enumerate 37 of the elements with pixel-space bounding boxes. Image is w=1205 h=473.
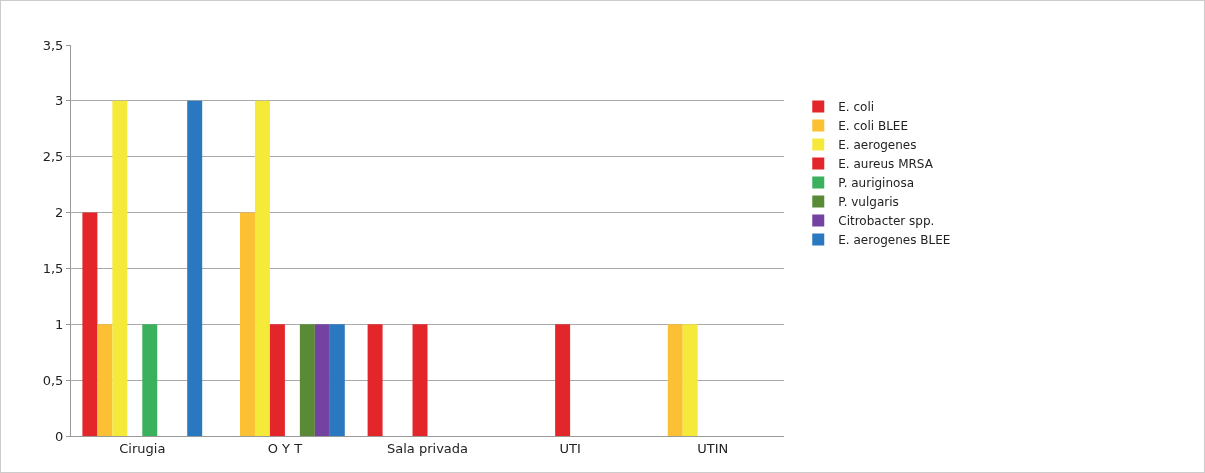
bar [555, 324, 571, 436]
legend-label: E. coli [838, 100, 875, 115]
y-tick-label: 3 [55, 93, 64, 109]
y-tick-label: 2,5 [42, 149, 64, 165]
x-tick-label: Sala privada [386, 440, 469, 456]
bar [667, 324, 683, 436]
bar [187, 100, 203, 436]
y-tick-label: 0 [55, 428, 64, 444]
x-tick-label: UTIN [697, 440, 729, 456]
legend-label: E. aerogenes [838, 138, 917, 153]
legend-label: E. aureus MRSA [838, 157, 934, 172]
y-tick-label: 1,5 [42, 260, 64, 276]
legend-label: Citrobacter spp. [838, 214, 935, 229]
bar [112, 100, 128, 436]
bar [299, 324, 315, 436]
y-tick-label: 0,5 [42, 372, 64, 388]
bar [269, 324, 285, 436]
bar [412, 324, 428, 436]
legend-label: E. aerogenes BLEE [838, 233, 951, 248]
bar [97, 324, 113, 436]
bar [239, 212, 255, 436]
x-tick-label: UTI [559, 440, 581, 456]
bar [82, 212, 98, 436]
legend-label: P. auriginosa [838, 176, 914, 191]
bar [329, 324, 345, 436]
legend-label: P. vulgaris [838, 195, 899, 210]
y-tick-label: 1 [55, 316, 64, 332]
bar [142, 324, 158, 436]
y-tick-label: 2 [55, 205, 64, 221]
x-tick-label: O Y T [267, 440, 303, 456]
x-tick-label: Cirugia [119, 440, 166, 456]
y-tick-label: 3,5 [42, 37, 64, 53]
legend-label: E. coli BLEE [838, 119, 908, 134]
bar [682, 324, 698, 436]
bar [254, 100, 270, 436]
bar [314, 324, 330, 436]
bar [367, 324, 383, 436]
